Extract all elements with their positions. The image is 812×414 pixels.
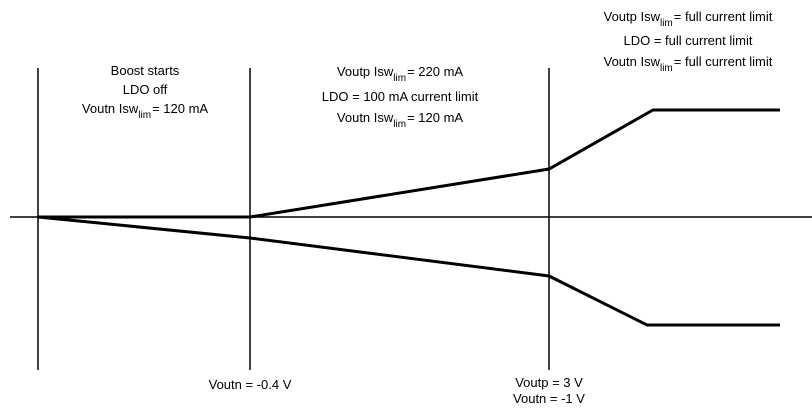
label-text: LDO off <box>123 82 168 97</box>
label-subscript: lim <box>138 110 151 121</box>
lower-trace <box>37 215 780 327</box>
label-subscript: lim <box>393 119 406 130</box>
label-text: = 120 mA <box>407 110 463 125</box>
region-label: Voutn Iswlim= 120 mA <box>337 110 463 130</box>
label-text: Voutp Isw <box>604 9 661 24</box>
label-text: LDO = full current limit <box>624 33 753 48</box>
label-text: = full current limit <box>674 9 773 24</box>
label-text: Boost starts <box>111 63 180 78</box>
region-label: Boost starts <box>111 63 180 78</box>
label-text: = 120 mA <box>152 101 208 116</box>
region-label: Voutn Iswlim= full current limit <box>604 54 773 74</box>
label-subscript: lim <box>393 73 406 84</box>
region-label: Voutp Iswlim= full current limit <box>604 9 773 29</box>
label-text: Voutn Isw <box>82 101 139 116</box>
marker-label: Voutn = -0.4 V <box>209 377 292 392</box>
label-text: = 220 mA <box>407 64 463 79</box>
axes <box>10 68 812 370</box>
region-label: LDO = 100 mA current limit <box>322 89 479 104</box>
label-text: Voutn Isw <box>337 110 394 125</box>
marker-label: Voutp = 3 V <box>515 375 583 390</box>
region-label: Voutp Iswlim= 220 mA <box>337 64 463 84</box>
label-subscript: lim <box>660 63 673 74</box>
marker-label: Voutn = -1 V <box>513 391 585 406</box>
region-label: LDO off <box>123 82 168 97</box>
label-text: Voutp Isw <box>337 64 394 79</box>
label-text: Voutn Isw <box>604 54 661 69</box>
region-label: LDO = full current limit <box>624 33 753 48</box>
label-text: = full current limit <box>674 54 773 69</box>
region-label: Voutn Iswlim= 120 mA <box>82 101 208 121</box>
label-subscript: lim <box>660 18 673 29</box>
label-text: LDO = 100 mA current limit <box>322 89 479 104</box>
upper-trace <box>38 108 780 219</box>
